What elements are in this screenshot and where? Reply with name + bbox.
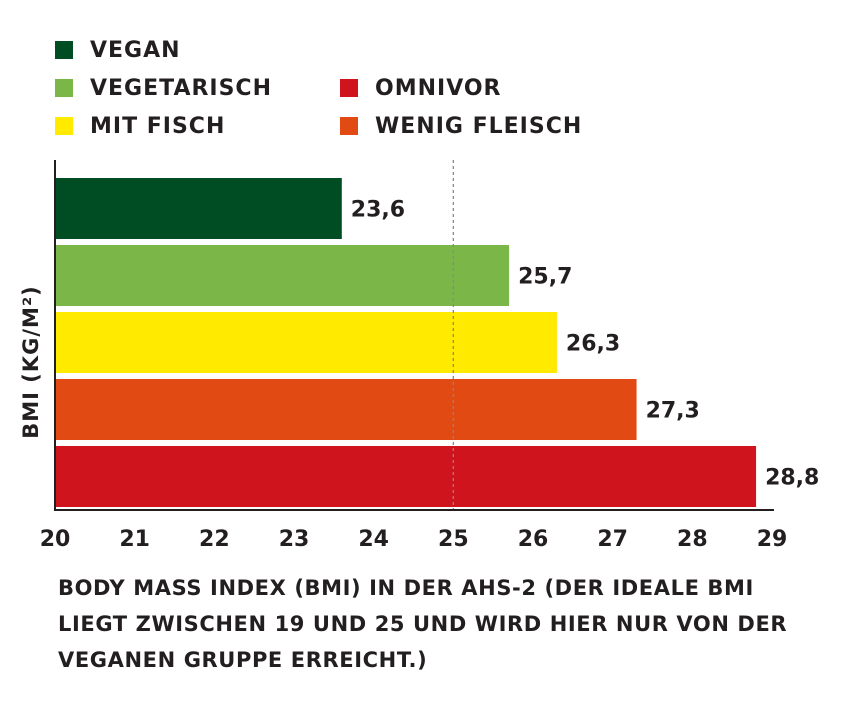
legend-label-vegan: VEGAN	[90, 37, 181, 63]
x-tick-label-20: 20	[40, 527, 71, 552]
x-tick-label-27: 27	[597, 527, 628, 552]
x-tick-label-22: 22	[199, 527, 230, 552]
legend-item-mit-fisch: MIT FISCH	[55, 112, 225, 140]
bar-mit-fisch	[55, 312, 557, 373]
x-tick-labels-group: 20 21 22 23 24 25 26 27 28 29	[40, 527, 788, 552]
legend-swatch-omnivor	[340, 79, 358, 97]
x-tick-label-28: 28	[677, 527, 708, 552]
legend-swatch-mit-fisch	[55, 117, 73, 135]
x-tick-label-29: 29	[757, 527, 788, 552]
value-label-vegan: 23,6	[351, 198, 405, 223]
chart-caption: BODY MASS INDEX (BMI) IN DER AHS-2 (DER …	[58, 576, 788, 672]
legend-swatch-vegetarisch	[55, 79, 73, 97]
bmi-bar-chart: 23,625,726,327,328,8 20 21 22 23 24 25 26 27 28 2…	[19, 160, 820, 552]
legend-swatch-wenig-fleisch	[340, 117, 358, 135]
y-axis-label: BMI (KG/M²)	[19, 285, 43, 439]
legend-item-wenig-fleisch: WENIG FLEISCH	[340, 112, 582, 140]
x-tick-label-23: 23	[279, 527, 310, 552]
legend-label-omnivor: OMNIVOR	[375, 75, 502, 101]
bar-wenig-fleisch	[55, 379, 637, 440]
legend-label-wenig-fleisch: WENIG FLEISCH	[375, 113, 583, 139]
legend-item-vegetarisch: VEGETARISCH	[55, 74, 272, 102]
value-label-wenig-fleisch: 27,3	[646, 399, 700, 424]
x-tick-label-24: 24	[358, 527, 389, 552]
bars-group	[55, 178, 757, 507]
bar-omnivor	[55, 446, 757, 507]
x-tick-label-26: 26	[518, 527, 549, 552]
x-tick-label-21: 21	[119, 527, 150, 552]
value-label-vegetarisch: 25,7	[518, 265, 572, 290]
legend-label-vegetarisch: VEGETARISCH	[90, 75, 272, 101]
legend-item-vegan: VEGAN	[55, 36, 181, 64]
value-label-omnivor: 28,8	[765, 466, 819, 491]
legend-swatch-vegan	[55, 41, 73, 59]
bar-vegetarisch	[55, 245, 510, 306]
value-labels-group: 23,6 25,7 26,3 27,3 28,8	[351, 198, 820, 491]
legend-item-omnivor: OMNIVOR	[340, 74, 501, 102]
legend-label-mit-fisch: MIT FISCH	[90, 113, 226, 139]
value-label-mit-fisch: 26,3	[566, 332, 620, 357]
x-tick-label-25: 25	[438, 527, 469, 552]
bar-vegan	[55, 178, 342, 239]
